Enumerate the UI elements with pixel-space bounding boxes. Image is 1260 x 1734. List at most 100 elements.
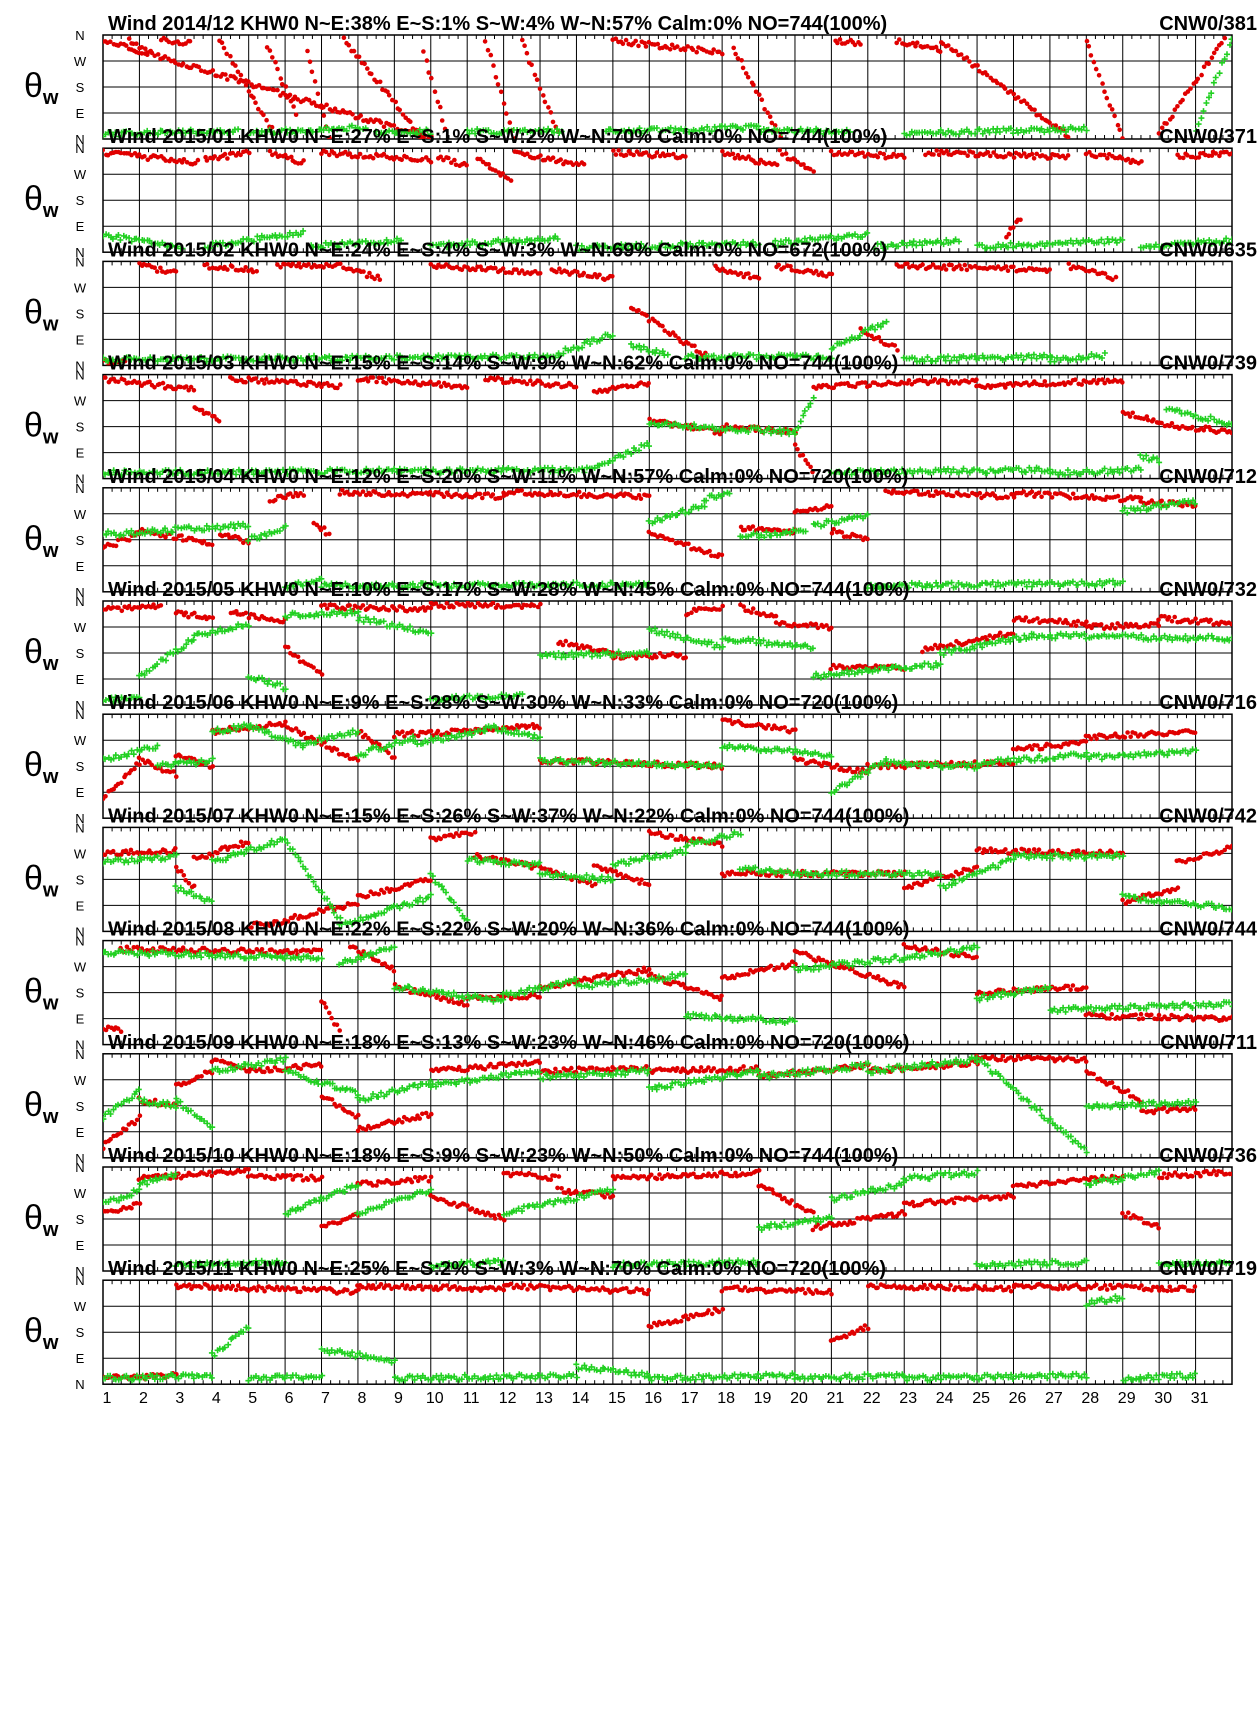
data-point-red (1175, 104, 1180, 109)
data-point-red (465, 385, 470, 390)
y-axis-label-subscript: w (42, 87, 59, 109)
y-tick-label: N (75, 368, 84, 383)
y-tick-label: E (76, 219, 85, 234)
data-point-red (247, 151, 252, 156)
data-point-red (275, 67, 280, 72)
data-point-red (235, 379, 240, 384)
y-tick-label: S (76, 533, 85, 548)
data-point-red (644, 313, 649, 318)
data-point-red (741, 66, 746, 71)
data-point-red (254, 269, 259, 274)
y-tick-label: N (75, 141, 84, 156)
data-point-red (1180, 98, 1185, 103)
panel-title: Wind 2015/04 KHW0 N~E:12% E~S:20% S~W:11… (108, 466, 908, 488)
data-point-red (301, 158, 306, 163)
data-point-red (397, 108, 402, 113)
data-point-red (1181, 156, 1186, 161)
data-point-red (509, 178, 514, 183)
plot-data (100, 35, 1235, 140)
data-point-red (1229, 431, 1234, 436)
data-point-red (746, 75, 751, 80)
data-point-red (739, 58, 744, 63)
data-point-red (543, 100, 548, 105)
data-point-red (357, 55, 362, 60)
data-point-red (1097, 73, 1102, 78)
data-point-red (192, 388, 197, 393)
data-point-red (739, 271, 744, 276)
data-point-red (1223, 36, 1228, 41)
data-point-red (533, 73, 538, 78)
data-point-red (247, 89, 252, 94)
data-point-red (631, 153, 636, 158)
data-point-red (378, 80, 383, 85)
data-point-red (1008, 152, 1013, 157)
data-point-red (751, 83, 756, 88)
data-point-red (525, 382, 530, 387)
plot-data (100, 261, 1118, 367)
data-point-red (546, 105, 551, 110)
data-point-red (788, 264, 793, 269)
data-point-red (496, 82, 501, 87)
data-point-red (264, 118, 269, 123)
data-point-red (270, 55, 275, 60)
data-point-red (965, 153, 970, 158)
data-point-red (393, 100, 398, 105)
data-point-red (963, 263, 968, 268)
data-point-red (757, 92, 762, 97)
data-point-red (614, 152, 619, 157)
data-point-red (294, 112, 299, 117)
data-point-red (1066, 135, 1071, 140)
data-point-red (148, 49, 153, 54)
data-point-red (762, 107, 767, 112)
data-point-red (1067, 261, 1072, 266)
data-point-red (316, 92, 321, 97)
data-point-green (798, 418, 804, 424)
data-point-red (1032, 156, 1037, 161)
data-point-red (366, 379, 371, 384)
data-point-red (1043, 379, 1048, 384)
data-point-red (464, 163, 469, 168)
data-point-red (442, 494, 447, 499)
data-point-red (520, 38, 525, 43)
data-point-red (365, 275, 370, 280)
data-point-red (1112, 114, 1117, 119)
data-point-red (1032, 108, 1037, 113)
y-axis-label: θw (24, 293, 59, 335)
data-point-red (324, 103, 329, 108)
data-point-red (361, 269, 366, 274)
data-point-red (225, 267, 230, 272)
y-tick-label: W (74, 280, 87, 295)
data-point-red (494, 75, 499, 80)
data-point-red (691, 47, 696, 52)
data-point-green (925, 354, 931, 360)
data-point-red (261, 113, 266, 118)
panel-title-right: CNW0/712 (1159, 466, 1257, 488)
data-point-red (273, 60, 278, 65)
data-point-red (502, 101, 507, 106)
data-point-red (1110, 107, 1115, 112)
data-point-green (1229, 36, 1235, 42)
data-point-red (1011, 225, 1016, 230)
data-point-red (233, 76, 238, 81)
data-point-red (551, 155, 556, 160)
data-point-red (429, 76, 434, 81)
data-point-green (1198, 115, 1204, 121)
data-point-red (289, 99, 294, 104)
data-point-red (1108, 103, 1113, 108)
y-tick-label: E (76, 106, 85, 121)
data-point-red (1159, 499, 1164, 504)
data-point-red (378, 277, 383, 282)
data-point-red (188, 39, 193, 44)
data-point-red (480, 496, 485, 501)
data-point-red (582, 271, 587, 276)
data-point-red (206, 411, 211, 416)
data-point-red (350, 112, 355, 117)
data-point-red (801, 453, 806, 458)
data-point-red (777, 148, 782, 153)
y-tick-label: W (74, 167, 87, 182)
data-point-red (549, 110, 554, 115)
data-point-red (656, 42, 661, 47)
data-point-green (1203, 100, 1209, 106)
data-point-red (907, 378, 912, 383)
data-point-red (256, 107, 261, 112)
